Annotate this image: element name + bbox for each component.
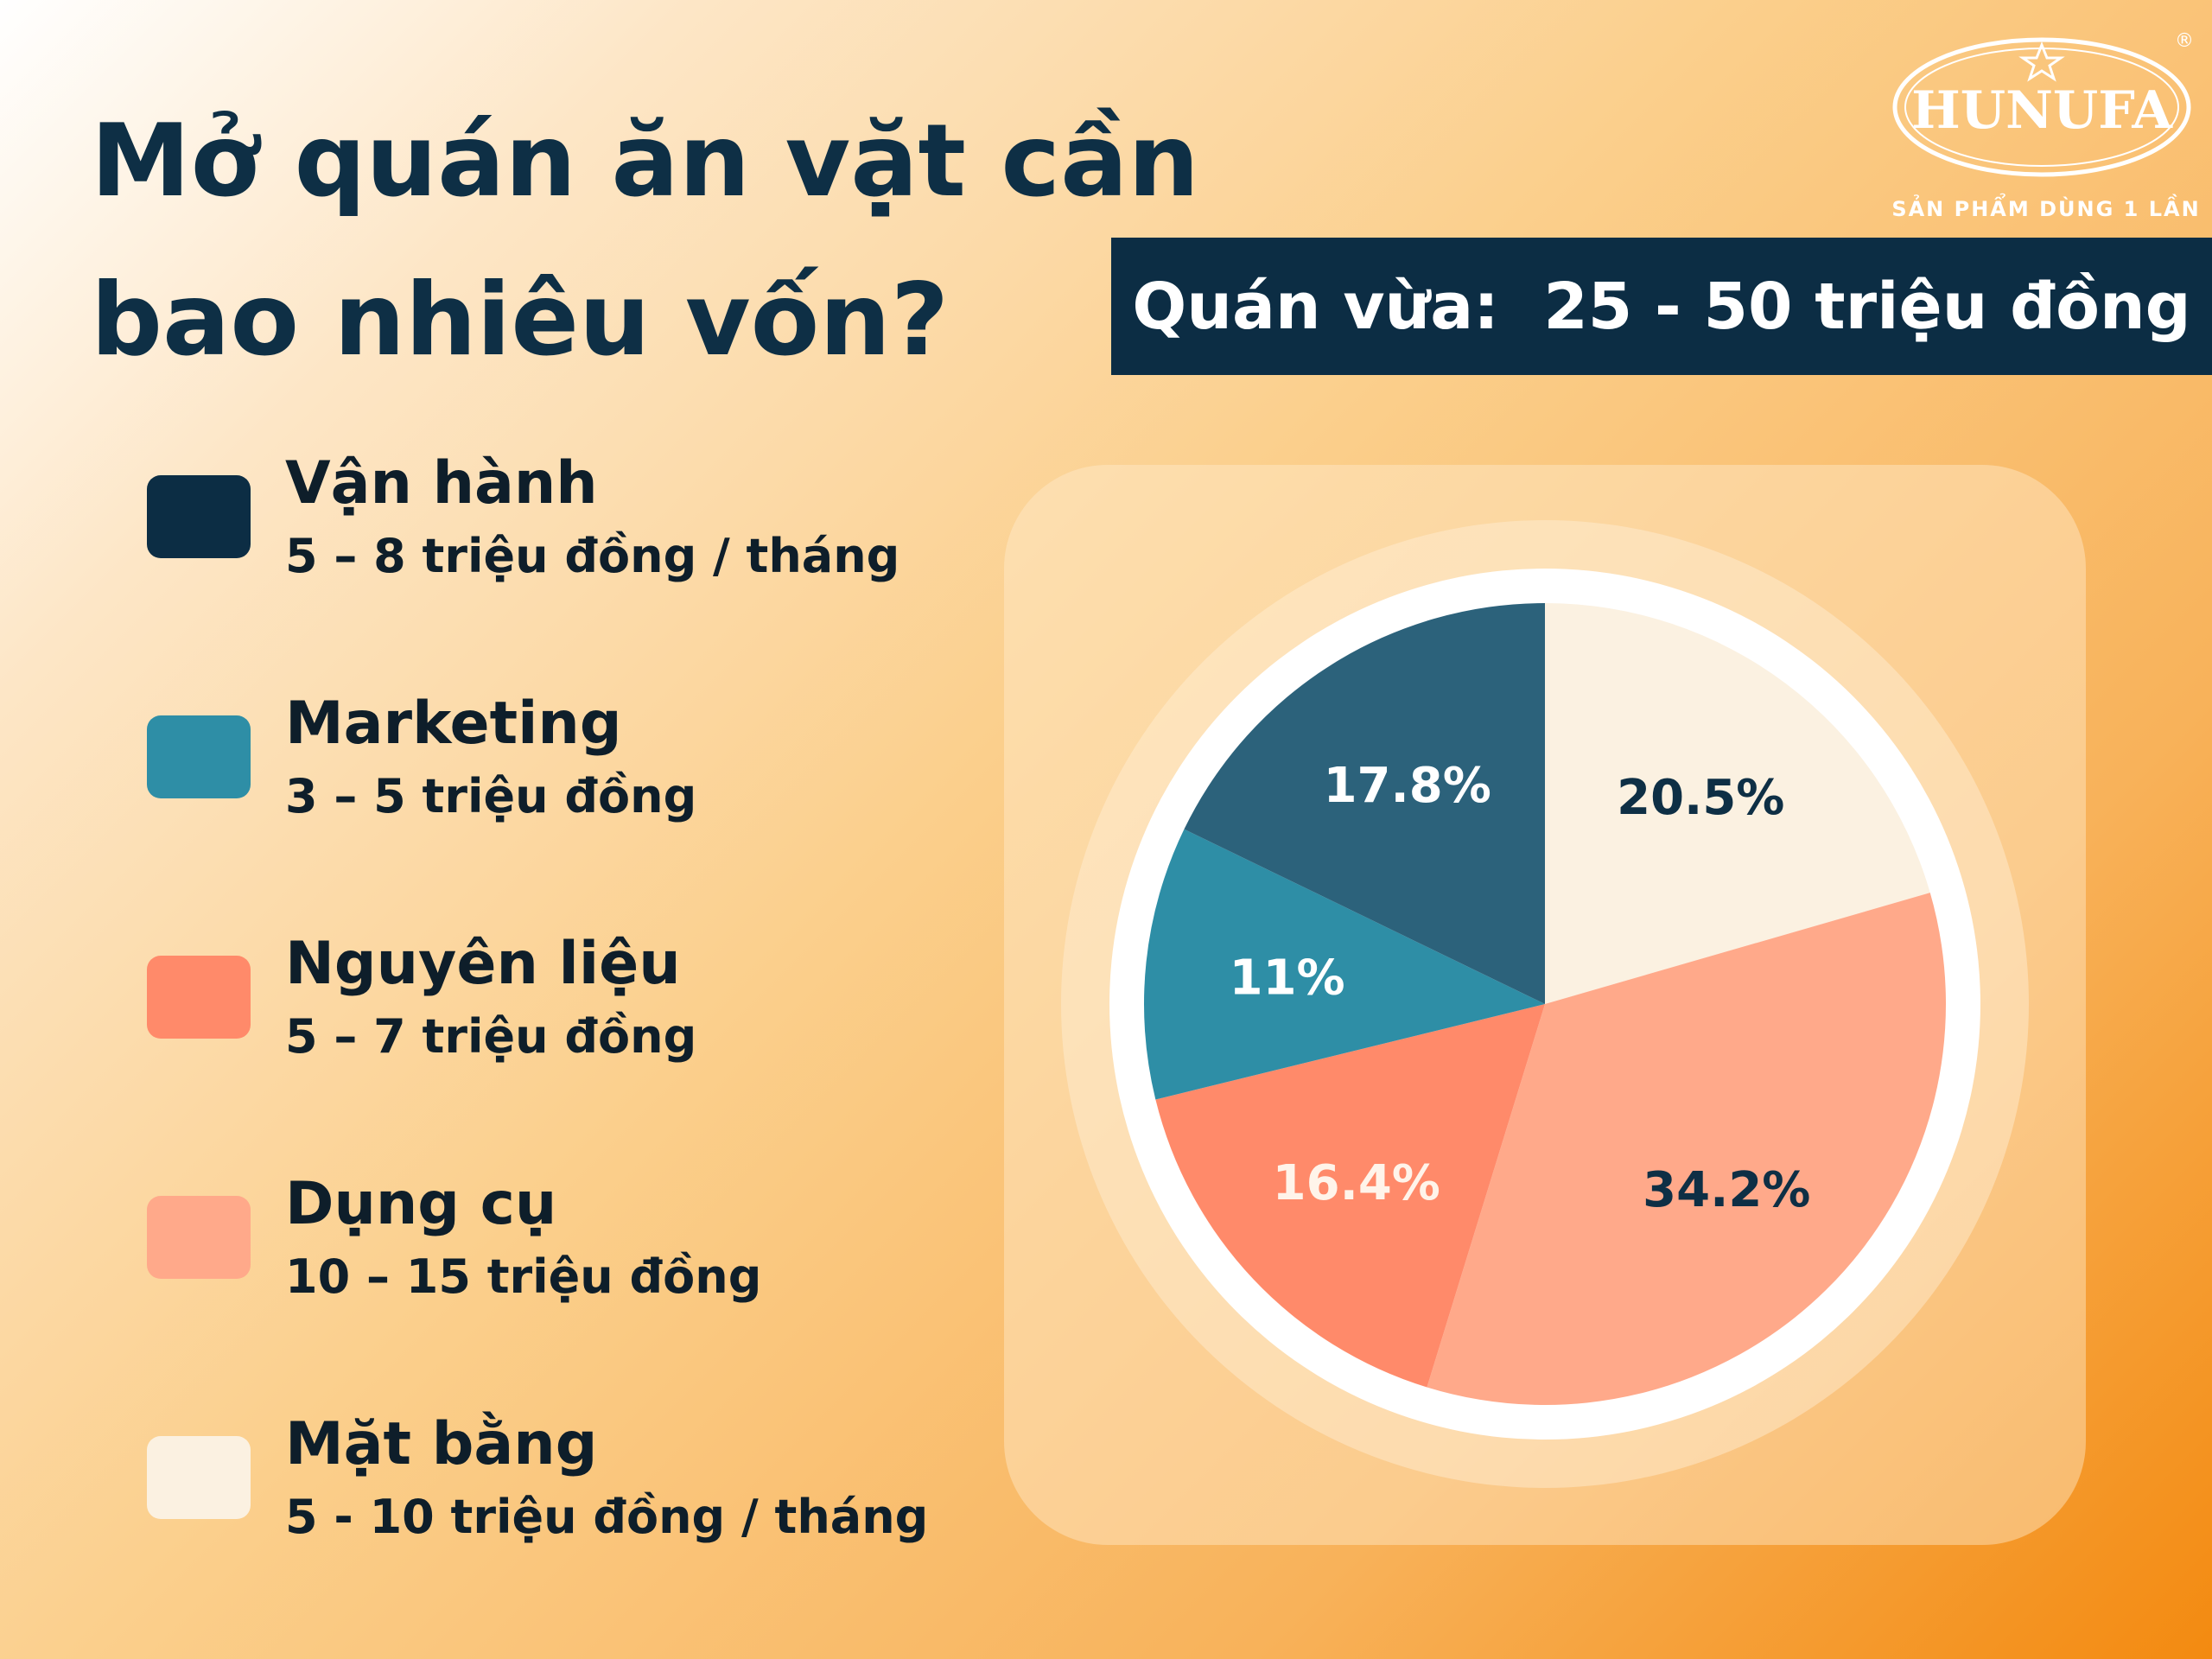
- pie-slice: [1155, 1004, 1545, 1388]
- legend-item: Mặt bằng 5 - 10 triệu đồng / tháng: [147, 1406, 994, 1646]
- pie-slice-label: 11%: [1230, 950, 1345, 1006]
- pie-slice-label: 17.8%: [1324, 758, 1491, 814]
- logo-tagline: SẢN PHẨM DÙNG 1 LẦN: [1891, 192, 2198, 221]
- legend-swatch: [147, 715, 251, 798]
- pie-slice: [1545, 603, 1930, 1004]
- pie-slice-label: 16.4%: [1273, 1155, 1440, 1211]
- chart-legend: Vận hành 5 – 8 triệu đồng / tháng Market…: [147, 445, 994, 1646]
- legend-item-value: 5 – 8 triệu đồng / tháng: [285, 529, 900, 583]
- pie-slice: [1184, 603, 1545, 1004]
- pie-slice: [1144, 829, 1545, 1100]
- brand-logo: HUNUFA ® SẢN PHẨM DÙNG 1 LẦN: [1891, 21, 2198, 228]
- legend-item-value: 3 – 5 triệu đồng: [285, 769, 697, 823]
- legend-item-name: Marketing: [285, 690, 622, 758]
- legend-item-name: Nguyên liệu: [285, 930, 681, 998]
- title-line-2: bao nhiêu vốn?: [91, 262, 950, 378]
- legend-item: Nguyên liệu 5 – 7 triệu đồng: [147, 925, 994, 1166]
- title-line-1: Mở quán ăn vặt cần: [91, 103, 1199, 219]
- budget-banner: Quán vừa: 25 - 50 triệu đồng: [1111, 238, 2212, 375]
- star-icon: [2018, 41, 2065, 82]
- legend-item-name: Dụng cụ: [285, 1170, 557, 1238]
- registered-mark: ®: [2175, 30, 2194, 52]
- legend-item: Vận hành 5 – 8 triệu đồng / tháng: [147, 445, 994, 685]
- legend-item: Marketing 3 – 5 triệu đồng: [147, 685, 994, 925]
- pie-slice-label: 20.5%: [1617, 770, 1784, 826]
- legend-item-value: 5 – 7 triệu đồng: [285, 1009, 697, 1064]
- pie-slice: [1427, 893, 1946, 1405]
- page-title: Mở quán ăn vặt cần bao nhiêu vốn?: [91, 82, 1199, 400]
- legend-item: Dụng cụ 10 – 15 triệu đồng: [147, 1166, 994, 1406]
- legend-item-name: Mặt bằng: [285, 1410, 598, 1478]
- legend-item-value: 10 – 15 triệu đồng: [285, 1249, 762, 1304]
- legend-swatch: [147, 475, 251, 558]
- logo-brand-text: HUNUFA: [1911, 80, 2173, 141]
- legend-swatch: [147, 956, 251, 1039]
- legend-swatch: [147, 1436, 251, 1519]
- pie-slice-label: 34.2%: [1643, 1162, 1810, 1218]
- legend-item-name: Vận hành: [285, 449, 598, 518]
- legend-item-value: 5 - 10 triệu đồng / tháng: [285, 1490, 929, 1544]
- logo-emblem: HUNUFA ® SẢN PHẨM DÙNG 1 LẦN: [1891, 30, 2198, 221]
- pie-chart: 20.5% 34.2% 16.4% 11% 17.8%: [1061, 520, 2029, 1488]
- legend-swatch: [147, 1196, 251, 1279]
